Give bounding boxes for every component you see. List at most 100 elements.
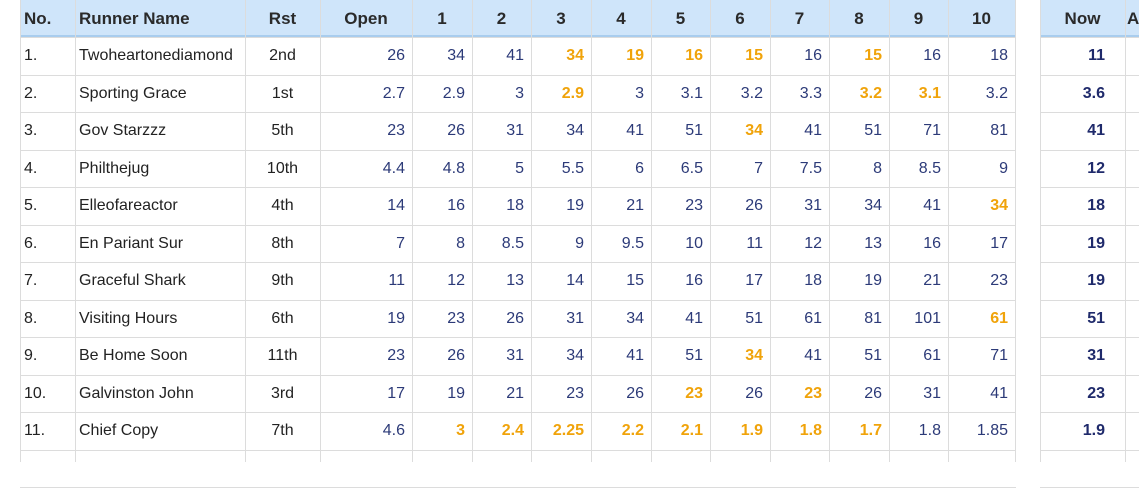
runner-name: Sporting Grace bbox=[79, 85, 187, 102]
odds-cell: 31 bbox=[923, 385, 941, 402]
column-header: Open bbox=[344, 9, 388, 28]
col-line bbox=[710, 0, 711, 462]
rst: 2nd bbox=[269, 47, 296, 64]
now-cell: 51 bbox=[1087, 310, 1105, 327]
odds-cell: 12 bbox=[447, 272, 465, 289]
row-number: 8. bbox=[24, 310, 38, 327]
odds-cell: 41 bbox=[804, 122, 822, 139]
odds-cell: 11 bbox=[388, 272, 405, 289]
row-line bbox=[20, 150, 1016, 151]
odds-cell: 34 bbox=[566, 122, 584, 139]
col-line bbox=[591, 0, 592, 462]
row-line bbox=[1040, 262, 1139, 263]
header-bg bbox=[1040, 0, 1139, 37]
odds-cell: 71 bbox=[990, 347, 1008, 364]
odds-cell: 17 bbox=[745, 272, 763, 289]
odds-cell: 2.9 bbox=[561, 85, 584, 102]
runner-name: Elleofareactor bbox=[79, 197, 178, 214]
odds-cell: 23 bbox=[685, 385, 703, 402]
odds-cell: 26 bbox=[864, 385, 882, 402]
odds-cell: 26 bbox=[447, 347, 465, 364]
odds-cell: 26 bbox=[626, 385, 644, 402]
column-header: 4 bbox=[616, 9, 626, 28]
odds-cell: 26 bbox=[745, 197, 763, 214]
column-header: 6 bbox=[735, 9, 745, 28]
odds-cell: 8 bbox=[873, 160, 882, 177]
odds-cell: 23 bbox=[990, 272, 1008, 289]
odds-cell: 7 bbox=[754, 160, 763, 177]
odds-cell: 41 bbox=[990, 385, 1008, 402]
odds-cell: 34 bbox=[745, 347, 763, 364]
rst: 1st bbox=[271, 85, 294, 102]
row-line bbox=[20, 37, 1016, 38]
row-number: 3. bbox=[24, 122, 38, 139]
now-cell: 18 bbox=[1087, 197, 1105, 214]
now-cell: 1.9 bbox=[1082, 422, 1105, 439]
col-line bbox=[948, 0, 949, 462]
odds-cell: 81 bbox=[864, 310, 882, 327]
row-line bbox=[1040, 150, 1139, 151]
col-line bbox=[320, 0, 321, 462]
odds-cell: 19 bbox=[626, 47, 644, 64]
odds-cell: 34 bbox=[566, 47, 584, 64]
odds-cell: 34 bbox=[990, 197, 1008, 214]
odds-cell: 6 bbox=[635, 160, 644, 177]
page: No. Runner Name Rst Open 1 2 3 4 5 6 7 8 9 10 Now A 1. Tw… bbox=[20, 0, 1139, 488]
odds-cell: 15 bbox=[745, 47, 763, 64]
row-number: 5. bbox=[24, 197, 38, 214]
odds-cell: 3.2 bbox=[740, 85, 763, 102]
odds-cell: 4.4 bbox=[382, 160, 405, 177]
odds-cell: 16 bbox=[685, 272, 703, 289]
odds-cell: 34 bbox=[447, 47, 465, 64]
now-cell: 12 bbox=[1087, 160, 1105, 177]
odds-cell: 3 bbox=[456, 422, 465, 439]
odds-cell: 12 bbox=[804, 235, 822, 252]
col-line bbox=[472, 0, 473, 462]
row-line bbox=[1040, 225, 1139, 226]
odds-cell: 3 bbox=[515, 85, 524, 102]
odds-cell: 13 bbox=[864, 235, 882, 252]
odds-cell: 41 bbox=[506, 47, 524, 64]
odds-cell: 23 bbox=[387, 122, 405, 139]
odds-cell: 2.9 bbox=[442, 85, 465, 102]
row-line bbox=[1040, 375, 1139, 376]
odds-cell: 71 bbox=[923, 122, 941, 139]
row-line bbox=[1040, 450, 1139, 451]
runner-name: Philthejug bbox=[79, 160, 150, 177]
row-line bbox=[20, 412, 1016, 413]
column-header: 5 bbox=[675, 9, 686, 28]
odds-cell: 16 bbox=[923, 235, 941, 252]
now-cell: 3.6 bbox=[1082, 85, 1105, 102]
row-number: 7. bbox=[24, 272, 38, 289]
odds-cell: 15 bbox=[864, 47, 882, 64]
odds-cell: 34 bbox=[626, 310, 644, 327]
col-line bbox=[1040, 0, 1041, 462]
row-line bbox=[1040, 75, 1139, 76]
row-number: 2. bbox=[24, 85, 38, 102]
odds-cell: 7.5 bbox=[799, 160, 822, 177]
column-header: No. bbox=[24, 9, 52, 28]
odds-cell: 4.8 bbox=[442, 160, 465, 177]
now-cell: 11 bbox=[1088, 47, 1105, 64]
odds-cell: 1.8 bbox=[918, 422, 941, 439]
runner-name: En Pariant Sur bbox=[79, 235, 184, 252]
odds-cell: 34 bbox=[864, 197, 882, 214]
row-line bbox=[20, 262, 1016, 263]
odds-cell: 10 bbox=[685, 235, 703, 252]
odds-cell: 1.85 bbox=[976, 422, 1008, 439]
odds-cell: 17 bbox=[387, 385, 405, 402]
runner-name: Be Home Soon bbox=[79, 347, 188, 364]
odds-cell: 16 bbox=[804, 47, 822, 64]
row-line bbox=[1040, 337, 1139, 338]
now-cell: 19 bbox=[1087, 235, 1105, 252]
column-header: 10 bbox=[972, 9, 991, 28]
odds-cell: 81 bbox=[990, 122, 1008, 139]
odds-cell: 9 bbox=[999, 160, 1008, 177]
odds-cell: 26 bbox=[506, 310, 524, 327]
odds-cell: 9 bbox=[575, 235, 584, 252]
column-header: 9 bbox=[913, 9, 924, 28]
odds-cell: 9.5 bbox=[621, 235, 644, 252]
runner-name: Gov Starzzz bbox=[79, 122, 167, 139]
row-line bbox=[1040, 112, 1139, 113]
row-line bbox=[20, 337, 1016, 338]
